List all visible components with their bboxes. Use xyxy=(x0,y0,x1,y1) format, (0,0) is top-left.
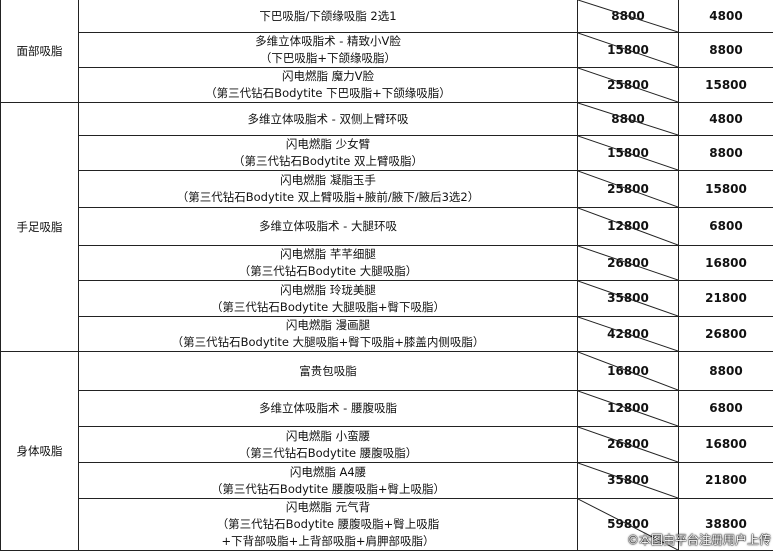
sale-price: 6800 xyxy=(679,391,773,427)
original-price-cell: 25800 xyxy=(578,68,679,103)
strikethrough-diagonal xyxy=(578,281,678,316)
sale-price: 15800 xyxy=(679,68,773,103)
item-name: 闪电燃脂 魔力V脸 （第三代钻石Bodytite 下巴吸脂+下颌缘吸脂） xyxy=(79,68,578,103)
original-price-cell: 15800 xyxy=(578,33,679,68)
original-price-cell: 35800 xyxy=(578,463,679,499)
table-row: 多维立体吸脂术 - 大腿环吸128006800 xyxy=(1,208,773,246)
sale-price: 15800 xyxy=(679,171,773,208)
sale-price: 16800 xyxy=(679,427,773,463)
item-name: 闪电燃脂 凝脂玉手 （第三代钻石Bodytite 双上臂吸脂+腋前/腋下/腋后3… xyxy=(79,171,578,208)
original-price-cell: 42800 xyxy=(578,317,679,352)
original-price-cell: 15800 xyxy=(578,136,679,171)
sale-price: 4800 xyxy=(679,0,773,33)
strikethrough-diagonal xyxy=(578,136,678,170)
strikethrough-diagonal xyxy=(578,317,678,351)
item-name: 闪电燃脂 漫画腿 （第三代钻石Bodytite 大腿吸脂+臀下吸脂+膝盖内侧吸脂… xyxy=(79,317,578,352)
table-row: 闪电燃脂 凝脂玉手 （第三代钻石Bodytite 双上臂吸脂+腋前/腋下/腋后3… xyxy=(1,171,773,208)
table-row: 多维立体吸脂术 - 精致小V脸 （下巴吸脂+下颌缘吸脂）158008800 xyxy=(1,33,773,68)
table-row: 闪电燃脂 小蛮腰 （第三代钻石Bodytite 腰腹吸脂）2680016800 xyxy=(1,427,773,463)
table-row: 闪电燃脂 少女臂 （第三代钻石Bodytite 双上臂吸脂）158008800 xyxy=(1,136,773,171)
sale-price: 16800 xyxy=(679,246,773,281)
item-name: 闪电燃脂 小蛮腰 （第三代钻石Bodytite 腰腹吸脂） xyxy=(79,427,578,463)
strikethrough-diagonal xyxy=(578,103,678,135)
item-name: 多维立体吸脂术 - 精致小V脸 （下巴吸脂+下颌缘吸脂） xyxy=(79,33,578,68)
item-name: 闪电燃脂 玲珑美腿 （第三代钻石Bodytite 大腿吸脂+臀下吸脂） xyxy=(79,281,578,317)
original-price-cell: 26800 xyxy=(578,246,679,281)
original-price-cell: 12800 xyxy=(578,208,679,246)
item-name: 闪电燃脂 少女臂 （第三代钻石Bodytite 双上臂吸脂） xyxy=(79,136,578,171)
table-row: 闪电燃脂 A4腰 （第三代钻石Bodytite 腰腹吸脂+臀上吸脂）358002… xyxy=(1,463,773,499)
sale-price: 4800 xyxy=(679,103,773,136)
strikethrough-diagonal xyxy=(578,68,678,102)
strikethrough-diagonal xyxy=(578,33,678,67)
strikethrough-diagonal xyxy=(578,352,678,390)
table-row: 身体吸脂富贵包吸脂168008800 xyxy=(1,352,773,391)
original-price-cell: 16800 xyxy=(578,352,679,391)
strikethrough-diagonal xyxy=(578,171,678,207)
table-row: 闪电燃脂 漫画腿 （第三代钻石Bodytite 大腿吸脂+臀下吸脂+膝盖内侧吸脂… xyxy=(1,317,773,352)
original-price-cell: 8800 xyxy=(578,103,679,136)
item-name: 闪电燃脂 元气背 （第三代钻石Bodytite 腰腹吸脂+臀上吸脂 +下背部吸脂… xyxy=(79,499,578,551)
original-price-cell: 8800 xyxy=(578,0,679,33)
strikethrough-diagonal xyxy=(578,246,678,280)
original-price-cell: 26800 xyxy=(578,427,679,463)
item-name: 富贵包吸脂 xyxy=(79,352,578,391)
sale-price: 26800 xyxy=(679,317,773,352)
sale-price: 8800 xyxy=(679,352,773,391)
item-name: 下巴吸脂/下颌缘吸脂 2选1 xyxy=(79,0,578,33)
watermark: ©本图由平台注册用户上传 xyxy=(627,531,771,548)
item-name: 闪电燃脂 A4腰 （第三代钻石Bodytite 腰腹吸脂+臀上吸脂） xyxy=(79,463,578,499)
item-name: 多维立体吸脂术 - 双侧上臂环吸 xyxy=(79,103,578,136)
sale-price: 8800 xyxy=(679,136,773,171)
category-cell: 面部吸脂 xyxy=(1,0,79,103)
strikethrough-diagonal xyxy=(578,391,678,426)
category-cell: 手足吸脂 xyxy=(1,103,79,352)
sale-price: 6800 xyxy=(679,208,773,246)
strikethrough-diagonal xyxy=(578,427,678,462)
strikethrough-diagonal xyxy=(578,208,678,245)
table-row: 闪电燃脂 芊芊细腿 （第三代钻石Bodytite 大腿吸脂）2680016800 xyxy=(1,246,773,281)
item-name: 多维立体吸脂术 - 腰腹吸脂 xyxy=(79,391,578,427)
item-name: 多维立体吸脂术 - 大腿环吸 xyxy=(79,208,578,246)
original-price-cell: 35800 xyxy=(578,281,679,317)
sale-price: 8800 xyxy=(679,33,773,68)
category-cell: 身体吸脂 xyxy=(1,352,79,551)
sale-price: 21800 xyxy=(679,281,773,317)
original-price-cell: 12800 xyxy=(578,391,679,427)
table-row: 闪电燃脂 魔力V脸 （第三代钻石Bodytite 下巴吸脂+下颌缘吸脂）2580… xyxy=(1,68,773,103)
item-name: 闪电燃脂 芊芊细腿 （第三代钻石Bodytite 大腿吸脂） xyxy=(79,246,578,281)
table-row: 多维立体吸脂术 - 腰腹吸脂128006800 xyxy=(1,391,773,427)
original-price-cell: 25800 xyxy=(578,171,679,208)
sale-price: 21800 xyxy=(679,463,773,499)
strikethrough-diagonal xyxy=(578,463,678,498)
strikethrough-diagonal xyxy=(578,0,678,32)
table-row: 闪电燃脂 玲珑美腿 （第三代钻石Bodytite 大腿吸脂+臀下吸脂）35800… xyxy=(1,281,773,317)
